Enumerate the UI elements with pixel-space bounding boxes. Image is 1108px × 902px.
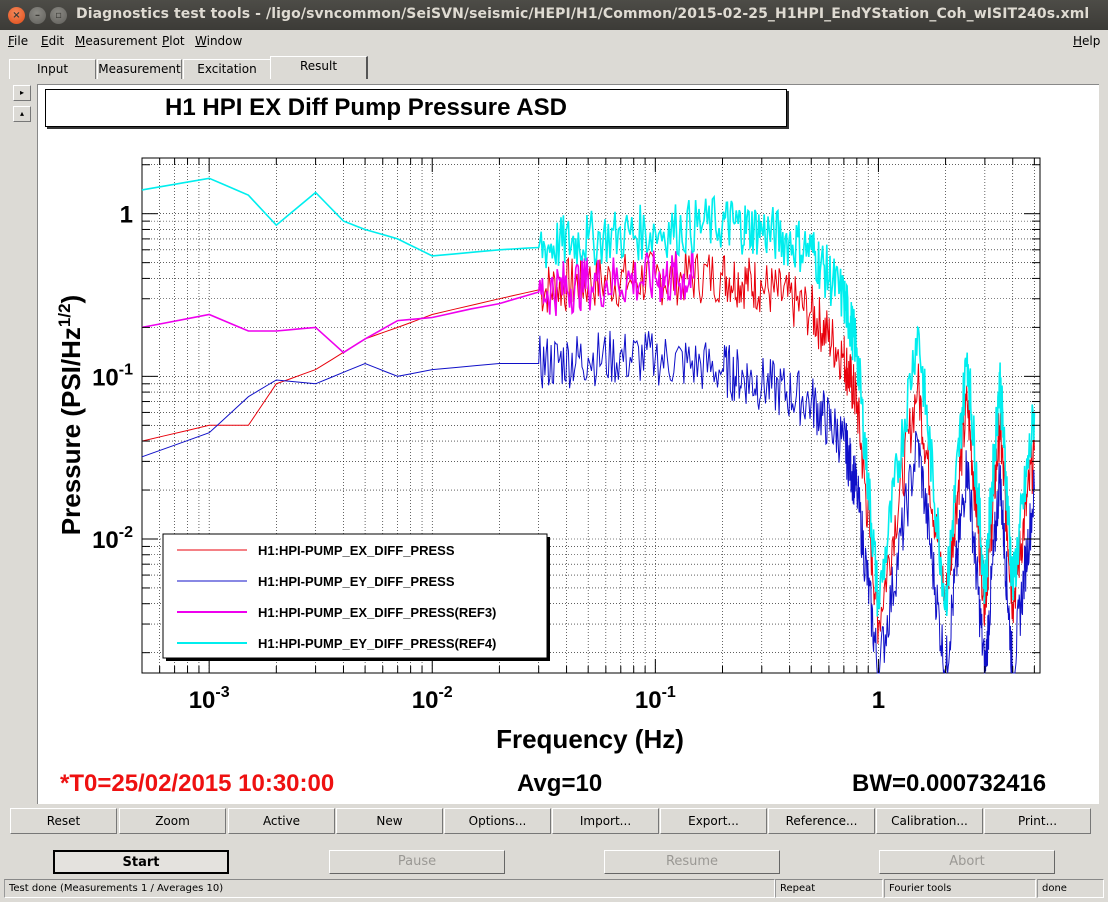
maximize-window-button[interactable]: ▫: [50, 7, 67, 24]
bw-label: BW=0.000732416: [852, 770, 1047, 797]
status-tool: Fourier tools: [884, 879, 1036, 898]
calibration-button[interactable]: Calibration...: [876, 808, 983, 834]
plot-toolbar: Reset Zoom Active New Options... Import.…: [10, 808, 1098, 834]
status-state: done: [1037, 879, 1104, 898]
tab-measurement[interactable]: Measurement: [97, 59, 182, 79]
minimize-window-button[interactable]: –: [29, 7, 46, 24]
tab-input[interactable]: Input: [9, 59, 96, 79]
reference-button[interactable]: Reference...: [768, 808, 875, 834]
active-button[interactable]: Active: [228, 808, 335, 834]
zoom-button[interactable]: Zoom: [119, 808, 226, 834]
print-button[interactable]: Print...: [984, 808, 1091, 834]
new-button[interactable]: New: [336, 808, 443, 834]
export-button[interactable]: Export...: [660, 808, 767, 834]
menu-measurement[interactable]: Measurement: [75, 34, 158, 48]
tab-result[interactable]: Result: [270, 56, 368, 79]
reset-button[interactable]: Reset: [10, 808, 117, 834]
plot-title-box: H1 HPI EX Diff Pump Pressure ASD: [45, 89, 787, 127]
resume-button[interactable]: Resume: [604, 850, 780, 874]
tab-excitation[interactable]: Excitation: [183, 59, 271, 79]
menu-plot[interactable]: Plot: [162, 34, 185, 48]
menu-window[interactable]: Window: [195, 34, 243, 48]
menu-file[interactable]: File: [8, 34, 29, 48]
avg-label: Avg=10: [517, 770, 603, 797]
t0-label: *T0=25/02/2015 10:30:00: [60, 770, 335, 797]
triangle-right-icon: ▸: [19, 88, 24, 97]
plot-canvas[interactable]: [37, 84, 1099, 804]
status-bar: Test done (Measurements 1 / Averages 10)…: [0, 879, 1108, 899]
close-window-button[interactable]: ×: [8, 7, 25, 24]
options-button[interactable]: Options...: [444, 808, 551, 834]
tab-bar: Input Measurement Excitation Result: [0, 56, 1108, 80]
pause-button[interactable]: Pause: [329, 850, 505, 874]
start-button[interactable]: Start: [53, 850, 229, 874]
title-bar: × – ▫ Diagnostics test tools - /ligo/svn…: [0, 0, 1108, 30]
status-message: Test done (Measurements 1 / Averages 10): [4, 879, 775, 898]
plot-title: H1 HPI EX Diff Pump Pressure ASD: [165, 94, 567, 121]
import-button[interactable]: Import...: [552, 808, 659, 834]
triangle-up-icon: ▴: [19, 109, 24, 118]
prev-pad-button[interactable]: ▴: [13, 106, 31, 122]
menu-help[interactable]: Help: [1073, 34, 1101, 48]
window-title: Diagnostics test tools - /ligo/svncommon…: [76, 6, 1090, 22]
menu-edit[interactable]: Edit: [41, 34, 65, 48]
status-mode: Repeat: [775, 879, 883, 898]
next-pad-button[interactable]: ▸: [13, 85, 31, 101]
abort-button[interactable]: Abort: [879, 850, 1055, 874]
menu-bar: File Edit Measurement Plot Window Help: [0, 30, 1108, 52]
